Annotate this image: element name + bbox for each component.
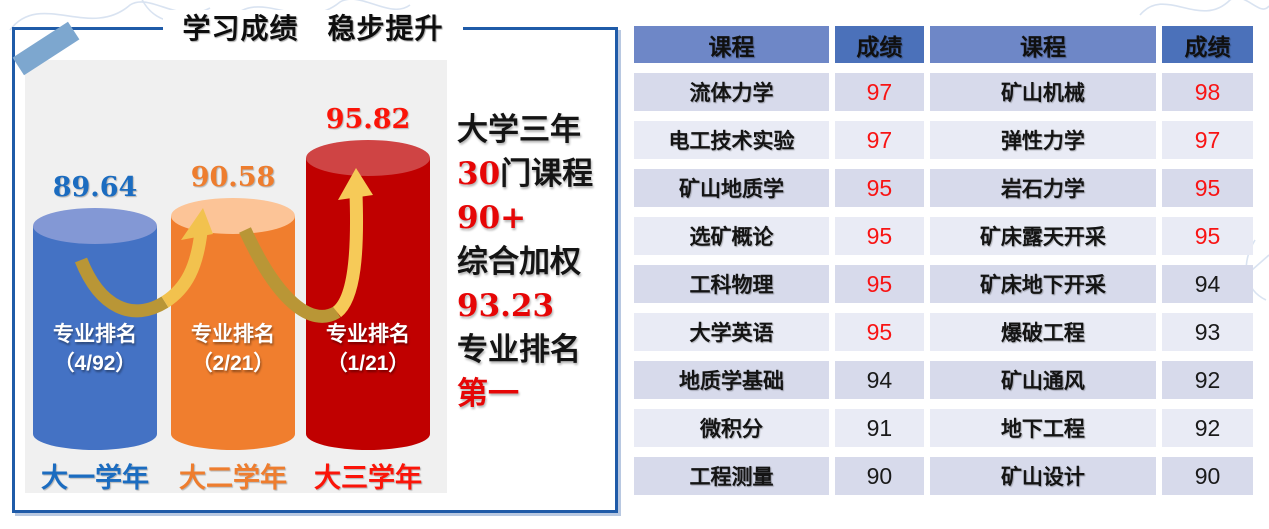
score-cell: 95: [834, 265, 924, 303]
summary-segment: 综合加权: [457, 244, 581, 280]
rank-label: 专业排名 （2/21）: [171, 320, 295, 378]
score-cell: 97: [834, 121, 924, 159]
cylinder-top: [171, 198, 295, 234]
score-cell: 95: [834, 313, 924, 351]
course-cell: 矿山地质学: [634, 169, 829, 207]
rank-label-title: 专业排名: [191, 323, 275, 346]
score-cell: 94: [834, 361, 924, 399]
table-header-row: 课程 成绩 课程 成绩: [634, 26, 1253, 63]
summary-segment: 专业排名: [457, 332, 581, 368]
score-table-section: 课程 成绩 课程 成绩 流体力学 97 矿山机械 98 电工技术实验 97 弹性力学 97 矿山…: [628, 16, 1264, 505]
course-cell: 弹性力学: [929, 121, 1157, 159]
table-row: 电工技术实验 97 弹性力学 97: [634, 121, 1253, 159]
table-row: 矿山地质学 95 岩石力学 95: [634, 169, 1253, 207]
header-course-2: 课程: [929, 26, 1157, 63]
course-cell: 爆破工程: [929, 313, 1157, 351]
rank-label-title: 专业排名: [53, 323, 137, 346]
header-score-2: 成绩: [1162, 26, 1253, 63]
score-cell: 98: [1162, 73, 1253, 111]
score-cell: 90: [1162, 457, 1253, 495]
bar-value-label: 89.64: [52, 172, 138, 203]
summary-segment: 门课程: [500, 156, 594, 192]
course-cell: 地质学基础: [634, 361, 829, 399]
summary-segment: 90+: [457, 200, 527, 236]
course-cell: 地下工程: [929, 409, 1157, 447]
summary-line: 93.23: [457, 284, 612, 328]
summary-line: 大学三年: [457, 108, 612, 152]
course-cell: 矿山机械: [929, 73, 1157, 111]
rank-label-value: （4/92）: [53, 352, 137, 375]
cylinder-top: [306, 140, 430, 176]
score-cell: 91: [834, 409, 924, 447]
course-cell: 矿床露天开采: [929, 217, 1157, 255]
course-cell: 工科物理: [634, 265, 829, 303]
chart-title: 学习成绩 稳步提升: [163, 10, 463, 48]
course-cell: 大学英语: [634, 313, 829, 351]
course-cell: 流体力学: [634, 73, 829, 111]
year-label: 大三学年: [314, 463, 422, 493]
course-cell: 矿床地下开采: [929, 265, 1157, 303]
table-row: 大学英语 95 爆破工程 93: [634, 313, 1253, 351]
rank-label: 专业排名 （4/92）: [33, 320, 157, 378]
bar-cylinder: 89.64 专业排名 （4/92） 大一学年: [33, 60, 157, 493]
summary-line: 30门课程: [457, 152, 612, 196]
rank-label-value: （1/21）: [326, 352, 410, 375]
rank-label: 专业排名 （1/21）: [306, 320, 430, 378]
score-cell: 94: [1162, 265, 1253, 303]
bar-cylinder: 90.58 专业排名 （2/21） 大二学年: [171, 60, 295, 493]
score-cell: 95: [1162, 169, 1253, 207]
summary-line: 90+: [457, 196, 612, 240]
course-cell: 岩石力学: [929, 169, 1157, 207]
table-row: 微积分 91 地下工程 92: [634, 409, 1253, 447]
course-cell: 选矿概论: [634, 217, 829, 255]
table-row: 选矿概论 95 矿床露天开采 95: [634, 217, 1253, 255]
score-cell: 97: [834, 73, 924, 111]
score-cell: 97: [1162, 121, 1253, 159]
summary-segment: 大学三年: [457, 112, 581, 148]
summary-segment: 第一: [457, 376, 519, 412]
summary-text: 大学三年 30门课程 90+ 综合加权 93.23 专业排名第一: [457, 108, 612, 416]
rank-label-value: （2/21）: [191, 352, 275, 375]
score-cell: 92: [1162, 361, 1253, 399]
bar-value-label: 90.58: [190, 162, 276, 193]
score-cell: 92: [1162, 409, 1253, 447]
summary-line: 综合加权: [457, 240, 612, 284]
header-course-1: 课程: [634, 26, 829, 63]
table-row: 流体力学 97 矿山机械 98: [634, 73, 1253, 111]
score-cell: 95: [1162, 217, 1253, 255]
year-label: 大二学年: [179, 463, 287, 493]
score-table: 课程 成绩 课程 成绩 流体力学 97 矿山机械 98 电工技术实验 97 弹性力学 97 矿山…: [628, 16, 1259, 505]
cylinder-top: [33, 208, 157, 244]
course-cell: 电工技术实验: [634, 121, 829, 159]
summary-line: 第一: [457, 372, 612, 416]
course-cell: 矿山设计: [929, 457, 1157, 495]
summary-segment: 30: [457, 156, 501, 192]
score-bar-chart: 89.64 专业排名 （4/92） 大一学年 90.58 专业排名 （2/21）…: [25, 60, 447, 493]
year-label: 大一学年: [41, 463, 149, 493]
course-cell: 矿山通风: [929, 361, 1157, 399]
performance-chart-section: 学习成绩 稳步提升 89.64 专业排名 （4/92） 大一学年 90.58 专…: [12, 10, 618, 513]
table-row: 工科物理 95 矿床地下开采 94: [634, 265, 1253, 303]
summary-line: 专业排名: [457, 328, 612, 372]
table-row: 地质学基础 94 矿山通风 92: [634, 361, 1253, 399]
bar-cylinder: 95.82 专业排名 （1/21） 大三学年: [306, 60, 430, 493]
score-cell: 93: [1162, 313, 1253, 351]
course-cell: 工程测量: [634, 457, 829, 495]
cylinder-body: [306, 158, 430, 450]
score-cell: 95: [834, 169, 924, 207]
score-cell: 95: [834, 217, 924, 255]
score-cell: 90: [834, 457, 924, 495]
rank-label-title: 专业排名: [326, 323, 410, 346]
table-row: 工程测量 90 矿山设计 90: [634, 457, 1253, 495]
summary-segment: 93.23: [457, 288, 555, 324]
header-score-1: 成绩: [834, 26, 924, 63]
course-cell: 微积分: [634, 409, 829, 447]
bar-value-label: 95.82: [325, 104, 411, 135]
